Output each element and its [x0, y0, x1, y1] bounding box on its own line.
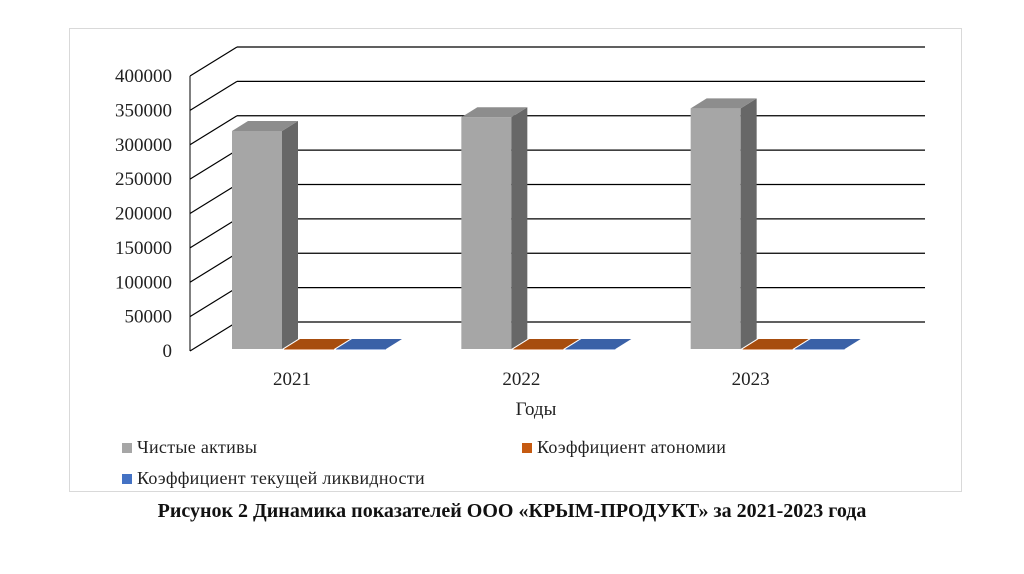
gridline-side: [189, 252, 238, 283]
gridline-side: [189, 218, 238, 249]
gridline-side: [189, 80, 238, 111]
y-tick-label: 0: [163, 341, 173, 362]
x-axis-title: Годы: [516, 399, 557, 420]
x-tick-label: 2022: [502, 369, 540, 390]
bar-top: [461, 107, 528, 118]
chart-walls: [189, 76, 925, 351]
y-tick-label: 400000: [115, 66, 172, 87]
bar-top: [232, 121, 298, 131]
bar-side: [740, 98, 757, 349]
bar-top: [565, 339, 632, 349]
y-tick-label: 300000: [115, 135, 172, 156]
bar-side: [282, 121, 298, 349]
y-tick-label: 350000: [115, 100, 172, 121]
bar-front: [794, 349, 845, 350]
chart-area: 0 50000 100000 150000 200000 250000 300000 3500…: [69, 28, 962, 492]
bar-front: [336, 349, 386, 350]
bar-front: [461, 117, 512, 349]
legend-label: Чистые активы: [137, 437, 257, 457]
bar-front: [565, 349, 616, 350]
bar-top: [794, 339, 861, 349]
bar-top: [336, 339, 402, 349]
x-tick-labels: 2021 2022 2023: [273, 369, 770, 390]
x-tick-label: 2021: [273, 369, 311, 390]
bar-top: [284, 339, 350, 349]
y-tick-label: 250000: [115, 169, 172, 190]
gridlines: [189, 46, 925, 352]
bar-top: [742, 339, 809, 349]
bar-front: [513, 349, 564, 350]
gridline-side: [189, 183, 238, 215]
bar-top: [690, 98, 757, 109]
bar-front: [690, 108, 741, 349]
bar-front: [742, 349, 793, 350]
legend-swatch: [522, 443, 532, 453]
y-tick-label: 100000: [115, 272, 172, 293]
gridline-side: [189, 321, 238, 352]
gridline-side: [189, 115, 238, 146]
bar-side: [511, 107, 528, 349]
legend-label: Коэффициент атономии: [537, 437, 726, 457]
y-tick-label: 150000: [115, 238, 172, 259]
gridline-side: [189, 287, 238, 318]
bars: [232, 98, 861, 350]
y-tick-label: 50000: [125, 307, 173, 328]
legend-label: Коэффициент текущей ликвидности: [137, 468, 425, 488]
legend-swatch: [122, 443, 132, 453]
bar-front: [232, 131, 282, 349]
chart-svg: 0 50000 100000 150000 200000 250000 300000 3500…: [115, 46, 925, 488]
figure-caption: Рисунок 2 Динамика показателей ООО «КРЫМ…: [157, 500, 867, 522]
y-tick-labels: 0 50000 100000 150000 200000 250000 300000 3500…: [115, 66, 172, 362]
y-tick-label: 200000: [115, 204, 172, 225]
legend-swatch: [122, 474, 132, 484]
gridline-side: [189, 149, 238, 180]
bar-top: [513, 339, 580, 349]
bar-front: [284, 349, 334, 350]
legend: Чистые активы Коэффициент атономии Коэффиц…: [122, 437, 726, 488]
gridline-side: [189, 46, 238, 77]
x-tick-label: 2023: [732, 369, 770, 390]
